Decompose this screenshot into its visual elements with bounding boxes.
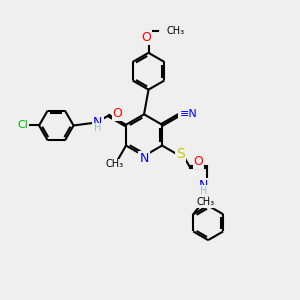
Text: O: O — [194, 155, 203, 168]
Text: H: H — [94, 124, 102, 134]
Text: CH₃: CH₃ — [166, 26, 184, 36]
Text: N: N — [93, 116, 103, 129]
Text: C: C — [179, 109, 187, 118]
Text: CH₃: CH₃ — [106, 159, 124, 170]
Text: Cl: Cl — [17, 121, 28, 130]
Text: O: O — [113, 107, 123, 120]
Text: N: N — [140, 152, 149, 165]
Text: N: N — [199, 178, 208, 192]
Text: CH₃: CH₃ — [197, 197, 215, 207]
Text: H: H — [200, 186, 207, 196]
Text: S: S — [176, 147, 184, 161]
Text: O: O — [141, 31, 151, 44]
Text: ≡N: ≡N — [179, 109, 197, 118]
